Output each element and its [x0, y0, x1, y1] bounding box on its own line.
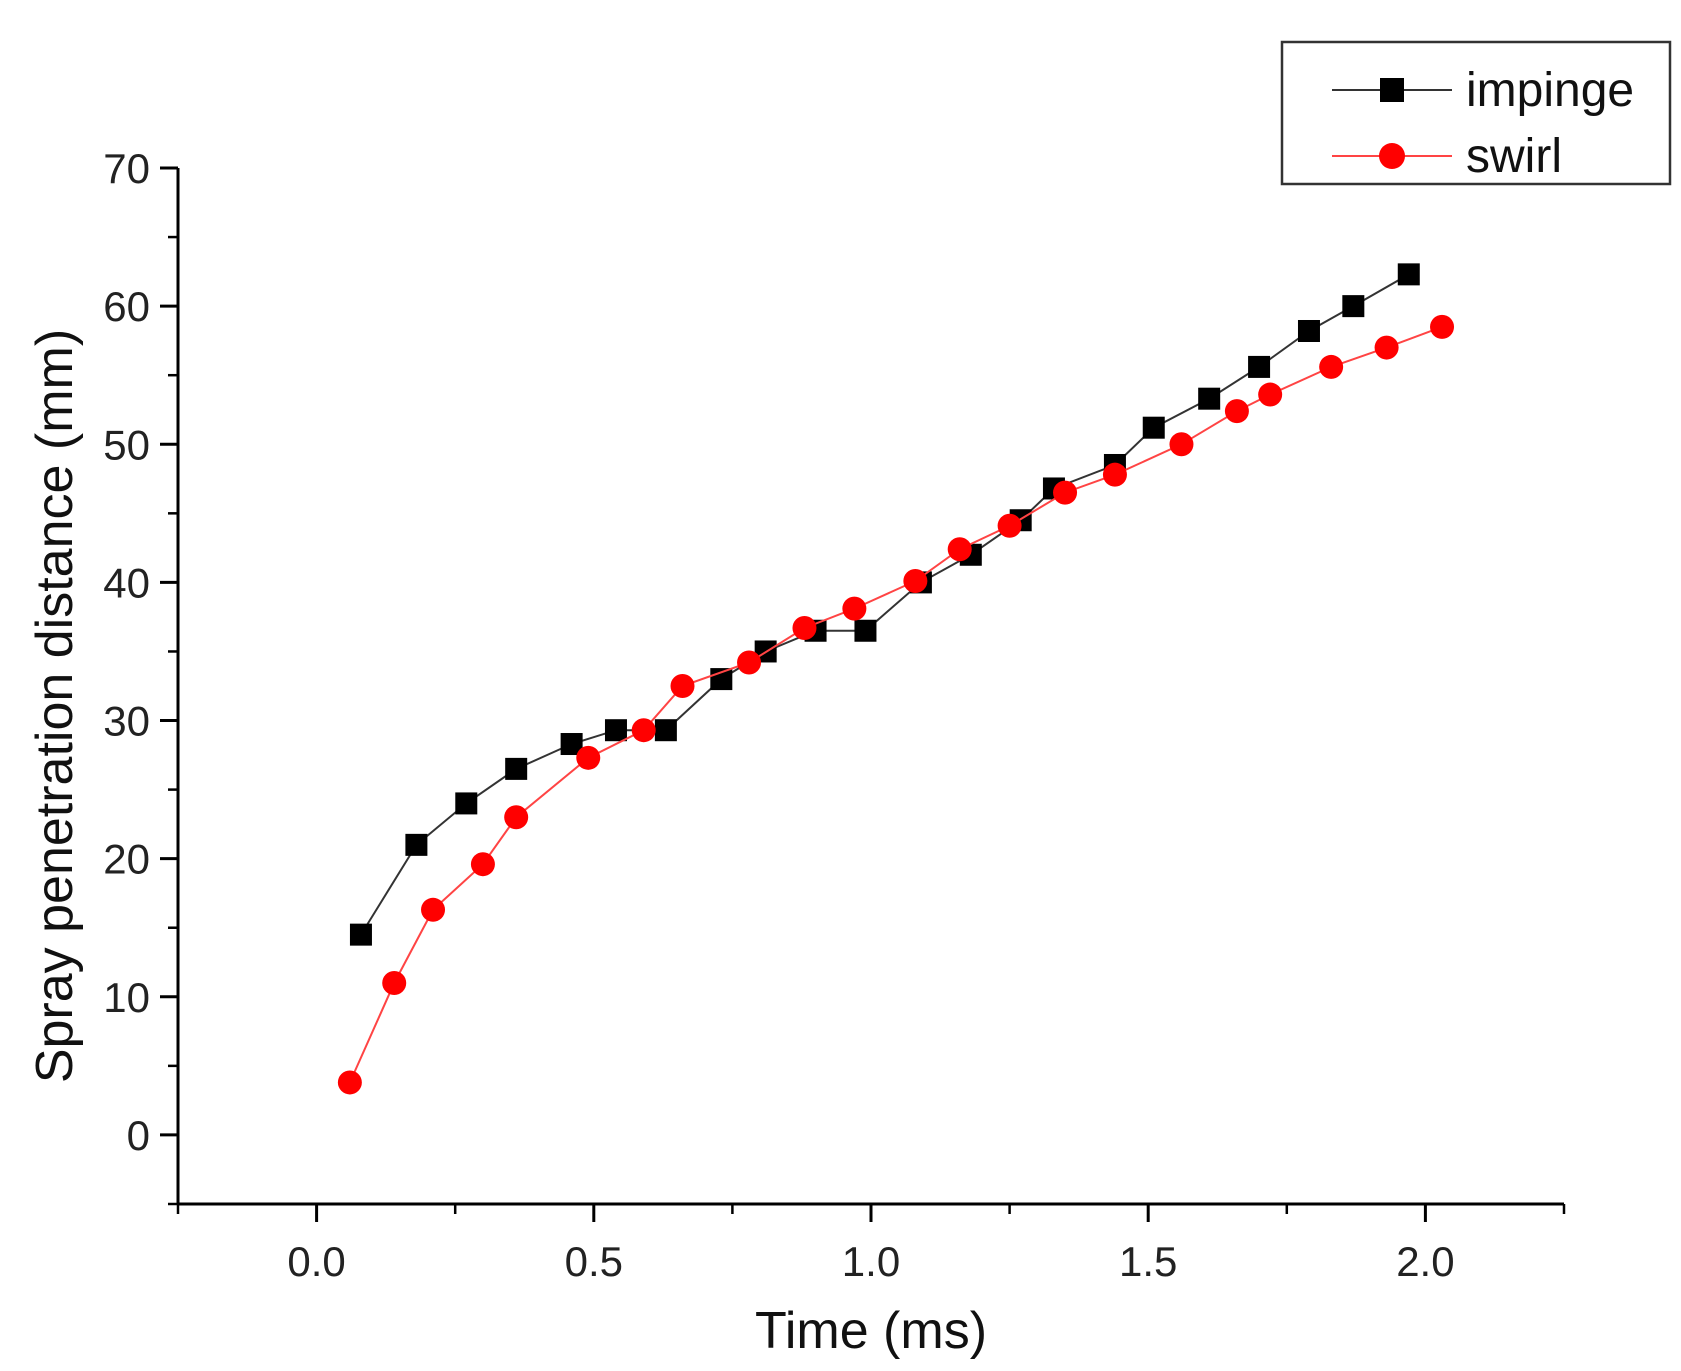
x-tick-label: 1.5 — [1119, 1238, 1177, 1285]
data-point-swirl — [1430, 314, 1455, 339]
data-point-swirl — [792, 615, 817, 640]
data-point-swirl — [842, 596, 867, 621]
series-line-swirl — [348, 325, 1443, 1083]
data-point-impinge — [405, 833, 428, 856]
legend: impinge swirl — [1280, 40, 1672, 186]
data-point-swirl — [737, 650, 762, 675]
x-axis-title: Time (ms) — [755, 1302, 987, 1360]
data-point-impinge — [854, 619, 877, 642]
data-point-impinge — [1198, 387, 1221, 410]
data-point-impinge — [604, 719, 627, 742]
data-point-impinge — [349, 923, 372, 946]
data-point-swirl — [903, 569, 928, 594]
data-point-swirl — [504, 805, 529, 830]
axes: 0 10 20 30 40 50 60 70 0.0 0.5 1.0 1.5 2.0 Time (ms) S… — [26, 145, 1566, 1360]
data-point-swirl — [997, 513, 1022, 538]
series-line-impinge — [360, 273, 1410, 936]
data-point-swirl — [421, 897, 446, 922]
data-point-impinge — [505, 757, 528, 780]
data-point-swirl — [576, 745, 601, 770]
data-point-swirl — [1102, 462, 1127, 487]
data-point-impinge — [1397, 263, 1420, 286]
legend-label-swirl: swirl — [1466, 130, 1562, 183]
data-point-impinge — [1342, 295, 1365, 318]
legend-marker-impinge — [1380, 78, 1404, 102]
data-point-swirl — [470, 852, 495, 877]
data-point-swirl — [631, 718, 656, 743]
data-point-impinge — [1142, 416, 1165, 439]
data-point-swirl — [382, 970, 407, 995]
legend-box — [1280, 40, 1672, 186]
y-axis-title: Spray penetration distance (mm) — [26, 329, 84, 1083]
y-tick-label: 10 — [103, 974, 150, 1021]
data-point-swirl — [1224, 399, 1249, 424]
data-point-swirl — [947, 537, 972, 562]
data-point-swirl — [1319, 354, 1344, 379]
x-tick-label: 2.0 — [1396, 1238, 1454, 1285]
y-tick-label: 60 — [103, 283, 150, 330]
x-tick-label: 0.0 — [287, 1238, 345, 1285]
data-point-swirl — [337, 1070, 362, 1095]
data-point-swirl — [1374, 335, 1399, 360]
data-point-impinge — [560, 733, 583, 756]
data-point-impinge — [654, 719, 677, 742]
y-tick-label: 30 — [103, 698, 150, 745]
data-point-swirl — [1053, 480, 1078, 505]
y-tick-label: 40 — [103, 559, 150, 606]
data-point-impinge — [455, 792, 478, 815]
x-tick-label: 0.5 — [565, 1238, 623, 1285]
data-point-swirl — [670, 674, 695, 698]
y-tick-label: 70 — [103, 145, 150, 192]
y-tick-label: 20 — [103, 836, 150, 883]
y-tick-label: 50 — [103, 421, 150, 468]
data-point-impinge — [1297, 319, 1320, 342]
legend-label-impinge: impinge — [1466, 64, 1634, 117]
data-point-swirl — [1169, 432, 1194, 457]
y-tick-label: 0 — [127, 1112, 150, 1159]
x-tick-label: 1.0 — [842, 1238, 900, 1285]
data-point-impinge — [1248, 355, 1271, 378]
legend-marker-swirl — [1379, 143, 1405, 169]
plot-area — [337, 263, 1455, 1095]
data-point-swirl — [1258, 382, 1283, 407]
